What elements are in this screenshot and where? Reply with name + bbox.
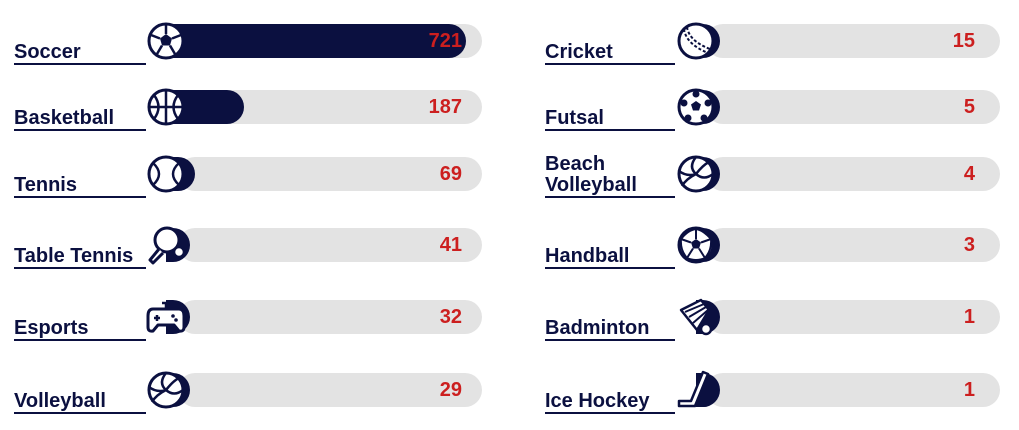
category-label: Table Tennis <box>14 245 134 267</box>
bar-value-label: 1 <box>963 306 975 328</box>
bar-track <box>706 157 1000 191</box>
label-underline <box>545 196 675 198</box>
bar-track <box>706 228 1000 262</box>
bar-fill <box>166 24 467 58</box>
bar-value-label: 3 <box>963 234 975 256</box>
category-label: Handball <box>545 245 630 267</box>
category-label: Volleyball <box>14 390 106 412</box>
cricket-ball-icon <box>675 20 717 62</box>
volleyball-icon <box>145 369 187 411</box>
category-label: Cricket <box>545 41 613 63</box>
category-label: Tennis <box>14 174 77 196</box>
basketball-icon <box>145 86 187 128</box>
label-underline <box>545 267 675 269</box>
tennis-ball-icon <box>145 153 187 195</box>
label-underline <box>14 196 146 198</box>
bar-value-label: 15 <box>952 30 975 52</box>
bar-value-label: 69 <box>439 163 462 185</box>
bar-row-basketball: Basketball 187 <box>0 83 1019 131</box>
futsal-ball-icon <box>675 86 717 128</box>
bar-value-label: 4 <box>963 163 975 185</box>
bar-value-label: 721 <box>428 30 462 52</box>
bar-row-volleyball: Volleyball 29 <box>0 366 1019 414</box>
soccer-ball-icon <box>145 20 187 62</box>
bar-row-cricket: Cricket 15 <box>0 17 1019 65</box>
bar-track <box>178 228 482 262</box>
table-tennis-paddle-icon <box>145 224 187 266</box>
category-label: Ice Hockey <box>545 390 650 412</box>
label-underline <box>14 129 146 131</box>
category-label: Beach Volleyball <box>545 153 637 196</box>
bar-value-label: 29 <box>439 379 462 401</box>
bar-value-label: 32 <box>439 306 462 328</box>
label-underline <box>545 412 675 414</box>
bar-value-label: 41 <box>439 234 462 256</box>
label-underline <box>14 63 146 65</box>
bar-track <box>706 24 1000 58</box>
bar-row-ice-hockey: Ice Hockey 1 <box>0 366 1019 414</box>
category-label: Esports <box>14 317 89 339</box>
bar-row-table-tennis: Table Tennis 41 <box>0 221 1019 269</box>
bar-track <box>178 300 482 334</box>
category-label: Basketball <box>14 107 115 129</box>
bar-value-label: 187 <box>428 96 462 118</box>
bar-row-beach-volleyball: Beach Volleyball 4 <box>0 150 1019 198</box>
bar-track <box>706 373 1000 407</box>
bar-row-badminton: Badminton 1 <box>0 293 1019 341</box>
bar-track <box>706 300 1000 334</box>
ice-hockey-stick-icon <box>675 369 717 411</box>
label-underline <box>14 267 146 269</box>
bar-row-futsal: Futsal 5 <box>0 83 1019 131</box>
label-underline <box>545 339 675 341</box>
label-underline <box>545 129 675 131</box>
bar-track <box>706 90 1000 124</box>
bar-row-soccer: Soccer 721 <box>0 17 1019 65</box>
bar-track <box>178 373 482 407</box>
game-controller-icon <box>145 296 187 338</box>
handball-icon <box>675 224 717 266</box>
label-underline <box>14 339 146 341</box>
bar-row-tennis: Tennis 69 <box>0 150 1019 198</box>
bar-row-handball: Handball 3 <box>0 221 1019 269</box>
bar-row-esports: Esports 32 <box>0 293 1019 341</box>
category-label: Soccer <box>14 41 81 63</box>
bar-value-label: 5 <box>963 96 975 118</box>
category-label: Futsal <box>545 107 604 129</box>
label-underline <box>14 412 146 414</box>
shuttlecock-icon <box>675 296 717 338</box>
category-label: Badminton <box>545 317 650 339</box>
beach-volleyball-icon <box>675 153 717 195</box>
bar-track <box>178 157 482 191</box>
label-underline <box>545 63 675 65</box>
bar-value-label: 1 <box>963 379 975 401</box>
